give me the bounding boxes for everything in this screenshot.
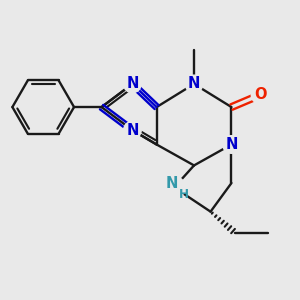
Text: H: H xyxy=(179,188,189,201)
Text: N: N xyxy=(166,176,178,191)
Circle shape xyxy=(124,122,141,139)
Circle shape xyxy=(251,86,269,104)
Text: N: N xyxy=(126,123,139,138)
Circle shape xyxy=(185,75,203,93)
Circle shape xyxy=(163,176,185,198)
Circle shape xyxy=(124,75,141,93)
Text: O: O xyxy=(254,88,266,103)
Text: N: N xyxy=(188,76,200,92)
Text: N: N xyxy=(126,76,139,92)
Text: N: N xyxy=(225,137,238,152)
Circle shape xyxy=(223,136,240,153)
